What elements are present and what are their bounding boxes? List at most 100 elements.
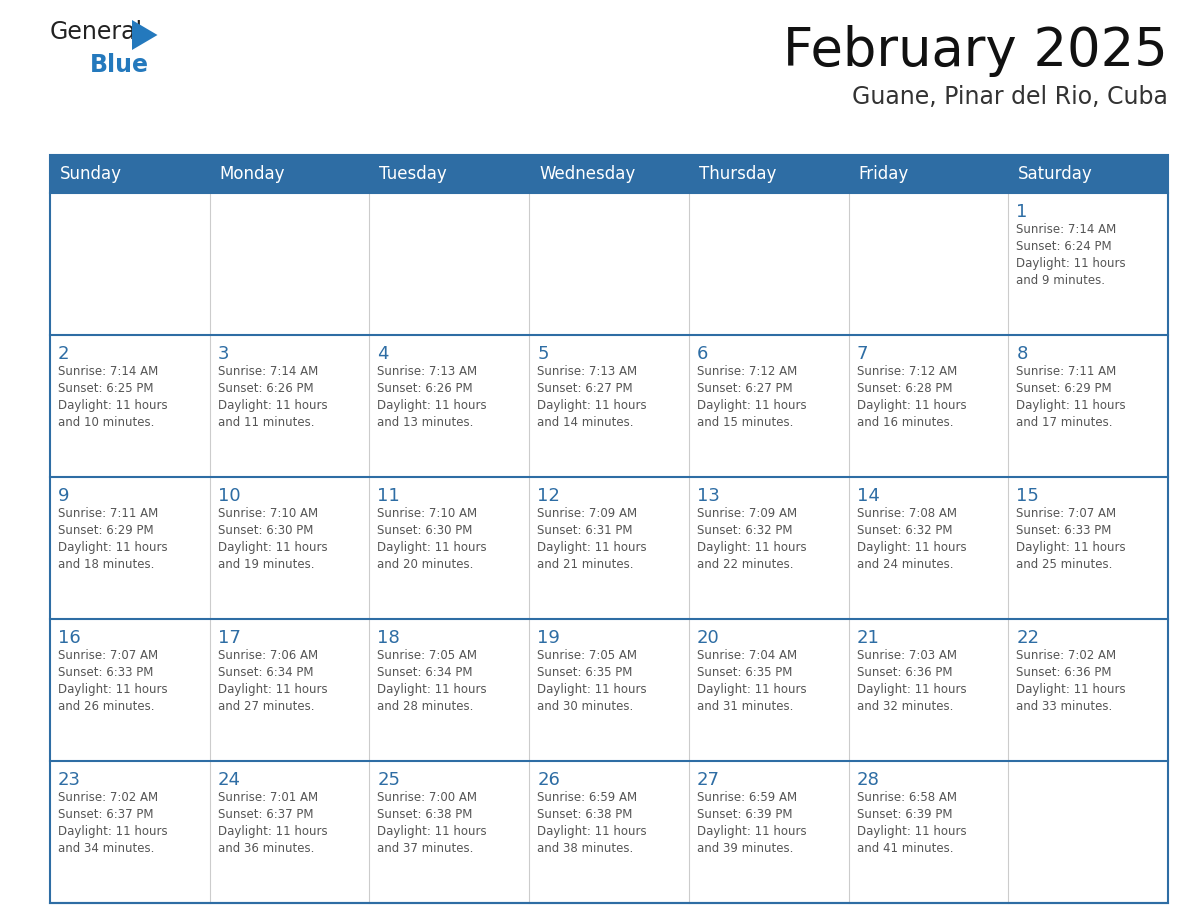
Text: and 19 minutes.: and 19 minutes.	[217, 558, 314, 571]
Bar	[529, 335, 689, 477]
Text: Sunrise: 7:02 AM: Sunrise: 7:02 AM	[1016, 649, 1117, 662]
Text: 1: 1	[1016, 203, 1028, 221]
Text: Sunset: 6:26 PM: Sunset: 6:26 PM	[378, 382, 473, 395]
Text: Sunrise: 7:14 AM: Sunrise: 7:14 AM	[58, 365, 158, 378]
Bar	[848, 619, 1009, 761]
Text: and 34 minutes.: and 34 minutes.	[58, 842, 154, 855]
Text: 27: 27	[697, 771, 720, 789]
Text: Daylight: 11 hours: Daylight: 11 hours	[857, 825, 966, 838]
Text: Saturday: Saturday	[1018, 165, 1093, 183]
Text: 8: 8	[1016, 345, 1028, 363]
Bar	[50, 619, 210, 761]
Text: and 31 minutes.: and 31 minutes.	[697, 700, 794, 713]
Text: Wednesday: Wednesday	[539, 165, 636, 183]
Bar	[689, 761, 848, 903]
Text: and 38 minutes.: and 38 minutes.	[537, 842, 633, 855]
Text: Sunrise: 7:14 AM: Sunrise: 7:14 AM	[217, 365, 318, 378]
Text: Sunset: 6:34 PM: Sunset: 6:34 PM	[217, 666, 314, 679]
Text: Sunset: 6:29 PM: Sunset: 6:29 PM	[58, 524, 153, 537]
Text: 20: 20	[697, 629, 720, 647]
Text: Sunset: 6:35 PM: Sunset: 6:35 PM	[537, 666, 632, 679]
Text: 5: 5	[537, 345, 549, 363]
Text: Daylight: 11 hours: Daylight: 11 hours	[537, 541, 646, 554]
Text: Friday: Friday	[859, 165, 909, 183]
Text: 22: 22	[1016, 629, 1040, 647]
Text: and 37 minutes.: and 37 minutes.	[378, 842, 474, 855]
Bar	[210, 761, 369, 903]
Text: Daylight: 11 hours: Daylight: 11 hours	[1016, 541, 1126, 554]
Text: and 10 minutes.: and 10 minutes.	[58, 416, 154, 429]
Text: Sunset: 6:38 PM: Sunset: 6:38 PM	[537, 808, 632, 821]
Text: Daylight: 11 hours: Daylight: 11 hours	[217, 399, 328, 412]
Bar	[1009, 477, 1168, 619]
Text: Sunrise: 7:03 AM: Sunrise: 7:03 AM	[857, 649, 956, 662]
Text: Sunset: 6:27 PM: Sunset: 6:27 PM	[537, 382, 633, 395]
Text: Monday: Monday	[220, 165, 285, 183]
Text: and 41 minutes.: and 41 minutes.	[857, 842, 953, 855]
Bar	[50, 155, 1168, 903]
Text: Sunrise: 7:07 AM: Sunrise: 7:07 AM	[58, 649, 158, 662]
Text: Sunrise: 7:05 AM: Sunrise: 7:05 AM	[378, 649, 478, 662]
Text: and 18 minutes.: and 18 minutes.	[58, 558, 154, 571]
Text: 9: 9	[58, 487, 70, 505]
Text: and 21 minutes.: and 21 minutes.	[537, 558, 633, 571]
Bar	[369, 193, 529, 335]
Bar	[1009, 619, 1168, 761]
Text: Sunset: 6:39 PM: Sunset: 6:39 PM	[697, 808, 792, 821]
Text: Sunset: 6:26 PM: Sunset: 6:26 PM	[217, 382, 314, 395]
Text: Sunset: 6:25 PM: Sunset: 6:25 PM	[58, 382, 153, 395]
Text: and 27 minutes.: and 27 minutes.	[217, 700, 314, 713]
Text: 21: 21	[857, 629, 879, 647]
Bar	[848, 193, 1009, 335]
Text: Sunset: 6:36 PM: Sunset: 6:36 PM	[1016, 666, 1112, 679]
Text: Daylight: 11 hours: Daylight: 11 hours	[537, 825, 646, 838]
Text: Sunset: 6:38 PM: Sunset: 6:38 PM	[378, 808, 473, 821]
Bar	[529, 761, 689, 903]
Bar	[369, 477, 529, 619]
Text: Tuesday: Tuesday	[379, 165, 447, 183]
Text: Daylight: 11 hours: Daylight: 11 hours	[217, 683, 328, 696]
Text: and 30 minutes.: and 30 minutes.	[537, 700, 633, 713]
Text: Sunset: 6:32 PM: Sunset: 6:32 PM	[857, 524, 952, 537]
Text: Daylight: 11 hours: Daylight: 11 hours	[857, 541, 966, 554]
Bar	[529, 619, 689, 761]
Text: Sunset: 6:35 PM: Sunset: 6:35 PM	[697, 666, 792, 679]
Text: 4: 4	[378, 345, 388, 363]
Text: Daylight: 11 hours: Daylight: 11 hours	[857, 399, 966, 412]
Text: Sunset: 6:39 PM: Sunset: 6:39 PM	[857, 808, 952, 821]
Text: 2: 2	[58, 345, 70, 363]
Text: Sunrise: 7:02 AM: Sunrise: 7:02 AM	[58, 791, 158, 804]
Text: Thursday: Thursday	[699, 165, 776, 183]
Text: Sunset: 6:24 PM: Sunset: 6:24 PM	[1016, 240, 1112, 253]
Text: and 17 minutes.: and 17 minutes.	[1016, 416, 1113, 429]
Text: Daylight: 11 hours: Daylight: 11 hours	[217, 541, 328, 554]
Bar	[529, 477, 689, 619]
Text: 18: 18	[378, 629, 400, 647]
Bar	[369, 335, 529, 477]
Text: Daylight: 11 hours: Daylight: 11 hours	[58, 399, 168, 412]
Bar	[689, 193, 848, 335]
Text: Daylight: 11 hours: Daylight: 11 hours	[697, 683, 807, 696]
Text: Daylight: 11 hours: Daylight: 11 hours	[378, 825, 487, 838]
Text: Sunrise: 6:59 AM: Sunrise: 6:59 AM	[697, 791, 797, 804]
Text: 10: 10	[217, 487, 240, 505]
Text: Sunrise: 7:14 AM: Sunrise: 7:14 AM	[1016, 223, 1117, 236]
Text: Sunrise: 7:09 AM: Sunrise: 7:09 AM	[697, 507, 797, 520]
Text: and 25 minutes.: and 25 minutes.	[1016, 558, 1113, 571]
Text: 14: 14	[857, 487, 879, 505]
Text: Sunrise: 6:59 AM: Sunrise: 6:59 AM	[537, 791, 637, 804]
Text: and 39 minutes.: and 39 minutes.	[697, 842, 794, 855]
Text: Daylight: 11 hours: Daylight: 11 hours	[217, 825, 328, 838]
Text: 13: 13	[697, 487, 720, 505]
Text: Daylight: 11 hours: Daylight: 11 hours	[857, 683, 966, 696]
Text: and 33 minutes.: and 33 minutes.	[1016, 700, 1112, 713]
Text: 17: 17	[217, 629, 241, 647]
Bar	[1009, 193, 1168, 335]
Text: 11: 11	[378, 487, 400, 505]
Text: and 9 minutes.: and 9 minutes.	[1016, 274, 1105, 287]
Text: Sunrise: 6:58 AM: Sunrise: 6:58 AM	[857, 791, 956, 804]
Text: Daylight: 11 hours: Daylight: 11 hours	[378, 399, 487, 412]
Text: Daylight: 11 hours: Daylight: 11 hours	[1016, 399, 1126, 412]
Text: Sunset: 6:29 PM: Sunset: 6:29 PM	[1016, 382, 1112, 395]
Text: and 15 minutes.: and 15 minutes.	[697, 416, 794, 429]
